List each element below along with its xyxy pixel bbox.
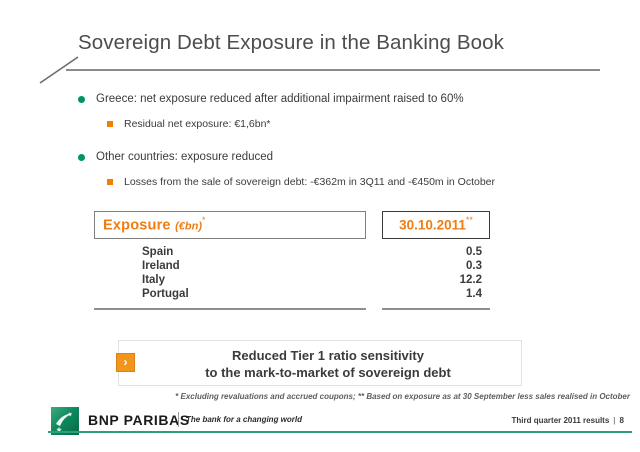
- table-header-row: Exposure (€bn)* 30.10.2011**: [94, 211, 490, 240]
- bullet-dot-icon: [78, 96, 85, 103]
- footer-tagline: The bank for a changing world: [186, 415, 303, 424]
- bullet-square-icon: [107, 121, 113, 127]
- table-cell-value: 12.2: [459, 274, 482, 287]
- table-cell-country: Italy: [142, 274, 166, 287]
- bullet-secondary: Residual net exposure: €1,6bn*: [74, 117, 594, 131]
- table-cell-value: 1.4: [466, 288, 482, 301]
- table-header-exposure-marker: *: [202, 215, 206, 225]
- bullet-group-greece: Greece: net exposure reduced after addit…: [74, 92, 594, 131]
- bullet-dot-icon: [78, 154, 85, 161]
- chevron-right-icon: ›: [116, 353, 135, 372]
- table-bottom-rules: [94, 308, 490, 311]
- table-header-exposure: Exposure (€bn)*: [94, 211, 366, 240]
- table-row: Spain 0.5: [94, 246, 490, 260]
- table-header-exposure-label: Exposure: [103, 217, 171, 234]
- footer-deck-title: Third quarter 2011 results: [511, 416, 610, 425]
- footer-green-rule: [48, 431, 632, 433]
- bullet-primary: Other countries: exposure reduced: [74, 150, 594, 165]
- bullet-primary-text: Greece: net exposure reduced after addit…: [96, 93, 464, 105]
- table-cell-country: Portugal: [142, 288, 189, 301]
- table-cell-value: 0.5: [466, 246, 482, 259]
- table-header-exposure-unit: (€bn): [175, 220, 203, 233]
- bullet-primary-text: Other countries: exposure reduced: [96, 151, 274, 163]
- title-underline-rule: [66, 69, 600, 71]
- footer-brand-name: BNP PARIBAS: [88, 412, 190, 428]
- bnp-paribas-logo-icon: [51, 407, 79, 435]
- bullet-primary: Greece: net exposure reduced after addit…: [74, 92, 594, 107]
- table-header-date: 30.10.2011**: [382, 211, 490, 240]
- footer-deck-info: Third quarter 2011 results | 8: [511, 416, 624, 425]
- footer-pipe-separator: |: [613, 416, 616, 425]
- table-body: Spain 0.5 Ireland 0.3 Italy 12.2 Portuga…: [94, 246, 490, 302]
- exposure-table: Exposure (€bn)* 30.10.2011** Spain 0.5 I…: [94, 211, 490, 311]
- page-title: Sovereign Debt Exposure in the Banking B…: [78, 31, 504, 54]
- table-rule-countries: [94, 308, 366, 311]
- table-row: Italy 12.2: [94, 274, 490, 288]
- table-cell-value: 0.3: [466, 260, 482, 273]
- bullet-square-icon: [107, 179, 113, 185]
- table-row: Portugal 1.4: [94, 288, 490, 302]
- conclusion-line-2: to the mark-to-market of sovereign debt: [205, 365, 451, 380]
- table-row: Ireland 0.3: [94, 260, 490, 274]
- table-header-date-marker: **: [465, 215, 473, 225]
- bullet-secondary-text: Losses from the sale of sovereign debt: …: [124, 176, 496, 188]
- footnote-text: * Excluding revaluations and accrued cou…: [175, 392, 630, 401]
- bullet-secondary-text: Residual net exposure: €1,6bn*: [124, 118, 271, 130]
- conclusion-box: › Reduced Tier 1 ratio sensitivity to th…: [116, 340, 522, 386]
- bullet-group-other-countries: Other countries: exposure reduced Losses…: [74, 150, 594, 189]
- bullet-secondary: Losses from the sale of sovereign debt: …: [74, 175, 594, 189]
- table-cell-country: Ireland: [142, 260, 180, 273]
- conclusion-line-1: Reduced Tier 1 ratio sensitivity: [232, 348, 424, 363]
- table-cell-country: Spain: [142, 246, 174, 259]
- footer-page-number: 8: [619, 416, 624, 425]
- conclusion-text: Reduced Tier 1 ratio sensitivity to the …: [145, 347, 511, 381]
- title-diagonal-accent: [39, 56, 79, 84]
- footer-divider: [178, 412, 179, 427]
- table-rule-values: [382, 308, 490, 311]
- table-header-date-label: 30.10.2011: [399, 217, 466, 233]
